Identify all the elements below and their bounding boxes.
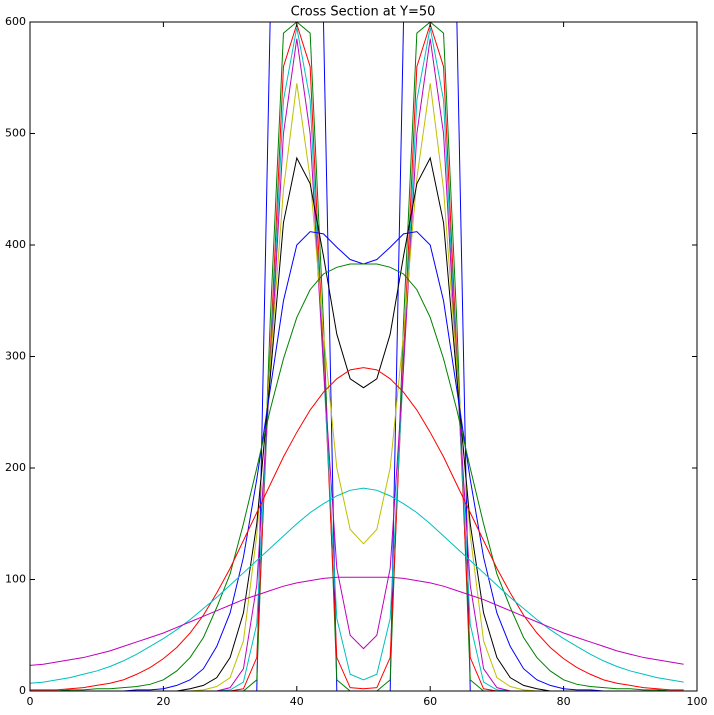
axes-frame — [29, 21, 698, 692]
data-line — [30, 83, 684, 691]
chart-title: Cross Section at Y=50 — [291, 5, 436, 20]
y-tick-label: 0 — [19, 684, 26, 697]
data-line — [30, 22, 684, 691]
data-line — [30, 156, 684, 691]
y-tick-label: 500 — [5, 127, 26, 140]
data-line — [30, 27, 684, 691]
x-tick-label: 20 — [156, 695, 170, 708]
y-tick-label: 100 — [5, 573, 26, 586]
x-tick-label: 100 — [687, 695, 708, 708]
data-line — [30, 576, 684, 666]
y-tick-label: 600 — [5, 15, 26, 28]
data-line — [30, 22, 684, 691]
x-tick-label: 80 — [557, 695, 571, 708]
x-tick-label: 40 — [290, 695, 304, 708]
y-tick-label: 400 — [5, 238, 26, 251]
data-line — [30, 487, 684, 684]
x-tick-label: 60 — [423, 695, 437, 708]
plot-area — [30, 22, 684, 691]
x-tick-label: 0 — [27, 695, 34, 708]
data-line — [30, 22, 684, 691]
y-tick-label: 200 — [5, 461, 26, 474]
data-line — [30, 231, 684, 691]
data-line — [30, 38, 684, 691]
data-line — [30, 263, 684, 691]
y-tick-label: 300 — [5, 350, 26, 363]
data-line — [30, 367, 684, 691]
